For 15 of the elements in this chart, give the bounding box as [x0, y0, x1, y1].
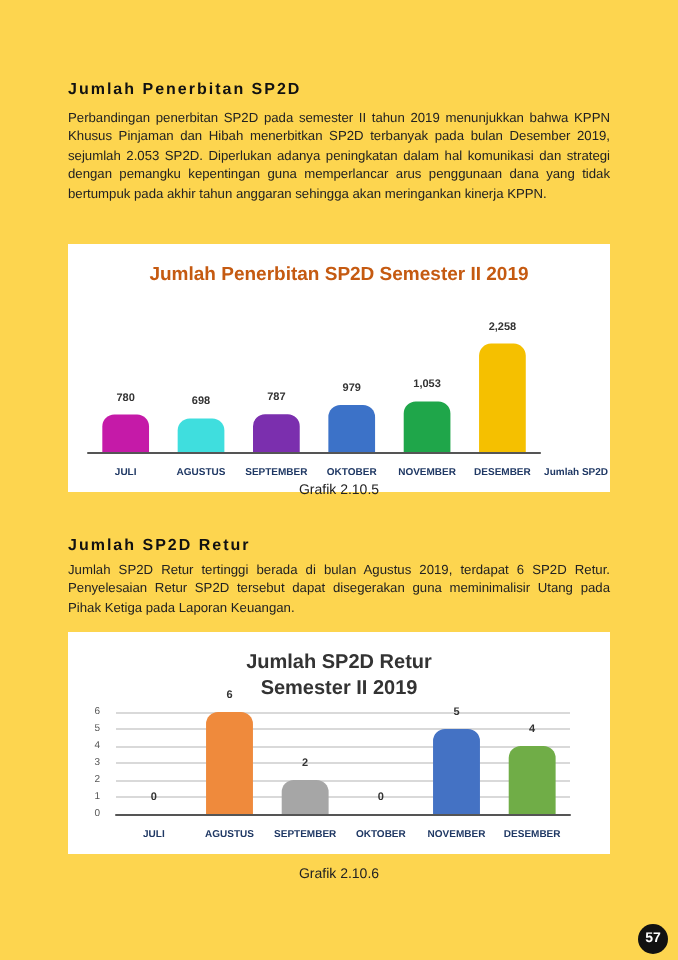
- bar: [102, 414, 150, 452]
- bar: [177, 418, 225, 452]
- bar: [479, 343, 526, 452]
- bar: [281, 780, 329, 814]
- bar: [403, 401, 451, 452]
- bar: [328, 405, 376, 452]
- bar: [253, 414, 300, 452]
- text: Jumlah Penerbitan SP2D: [68, 80, 302, 98]
- chart-subtitle: Semester II 2019: [260, 678, 419, 700]
- chart-title: Jumlah SP2D Retur: [246, 652, 433, 674]
- chart-title: Jumlah Penerbitan SP2D Semester II 2019: [149, 264, 529, 286]
- text: Jumlah SP2D Retur: [68, 536, 251, 554]
- bar: [433, 729, 480, 814]
- bar: [206, 712, 253, 814]
- bar: [508, 746, 556, 814]
